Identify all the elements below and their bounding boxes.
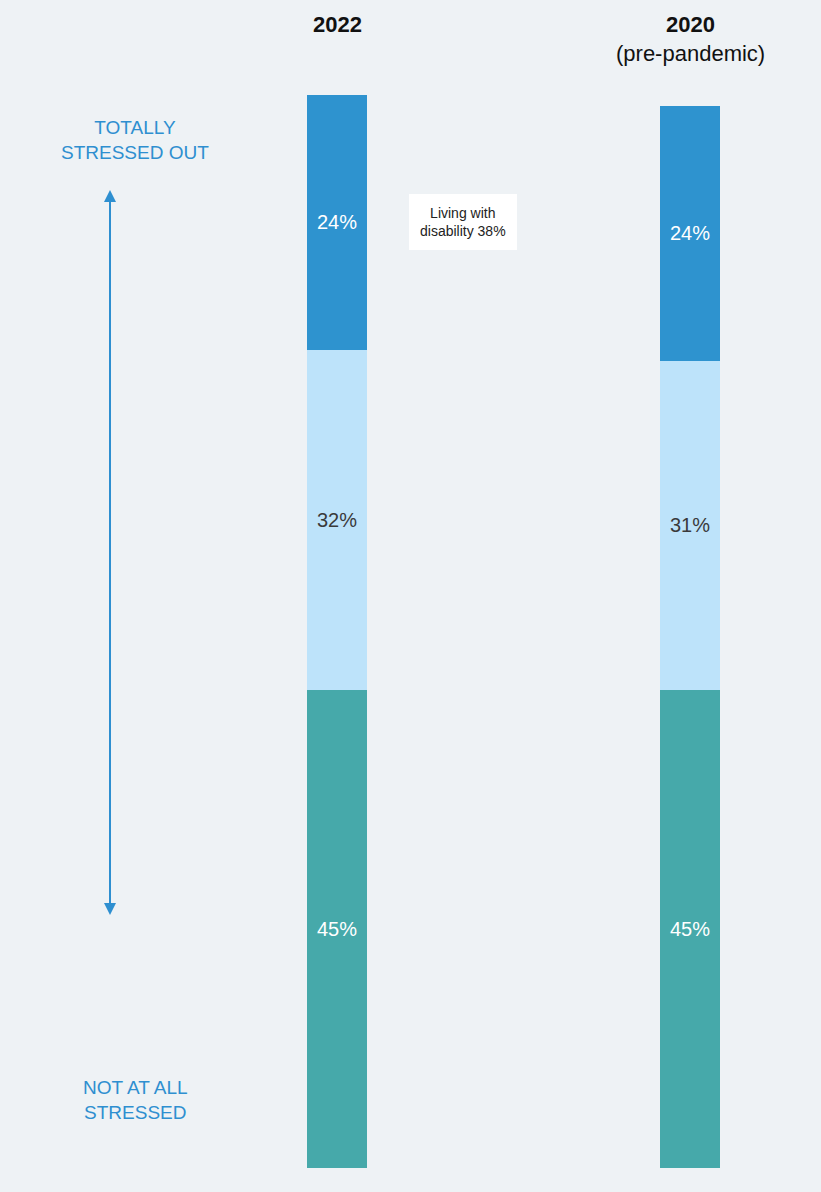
- svg-text:Living withdisability 38%: Living withdisability 38%: [420, 205, 506, 239]
- svg-text:45%: 45%: [670, 918, 710, 940]
- svg-text:24%: 24%: [317, 211, 357, 233]
- svg-text:2022: 2022: [313, 12, 362, 37]
- svg-text:NOT AT ALLSTRESSED: NOT AT ALLSTRESSED: [83, 1077, 188, 1123]
- svg-text:45%: 45%: [317, 918, 357, 940]
- svg-text:32%: 32%: [317, 509, 357, 531]
- svg-text:TOTALLYSTRESSED OUT: TOTALLYSTRESSED OUT: [61, 117, 209, 163]
- svg-text:2020(pre-pandemic): 2020(pre-pandemic): [616, 12, 765, 66]
- svg-text:31%: 31%: [670, 514, 710, 536]
- svg-text:24%: 24%: [670, 222, 710, 244]
